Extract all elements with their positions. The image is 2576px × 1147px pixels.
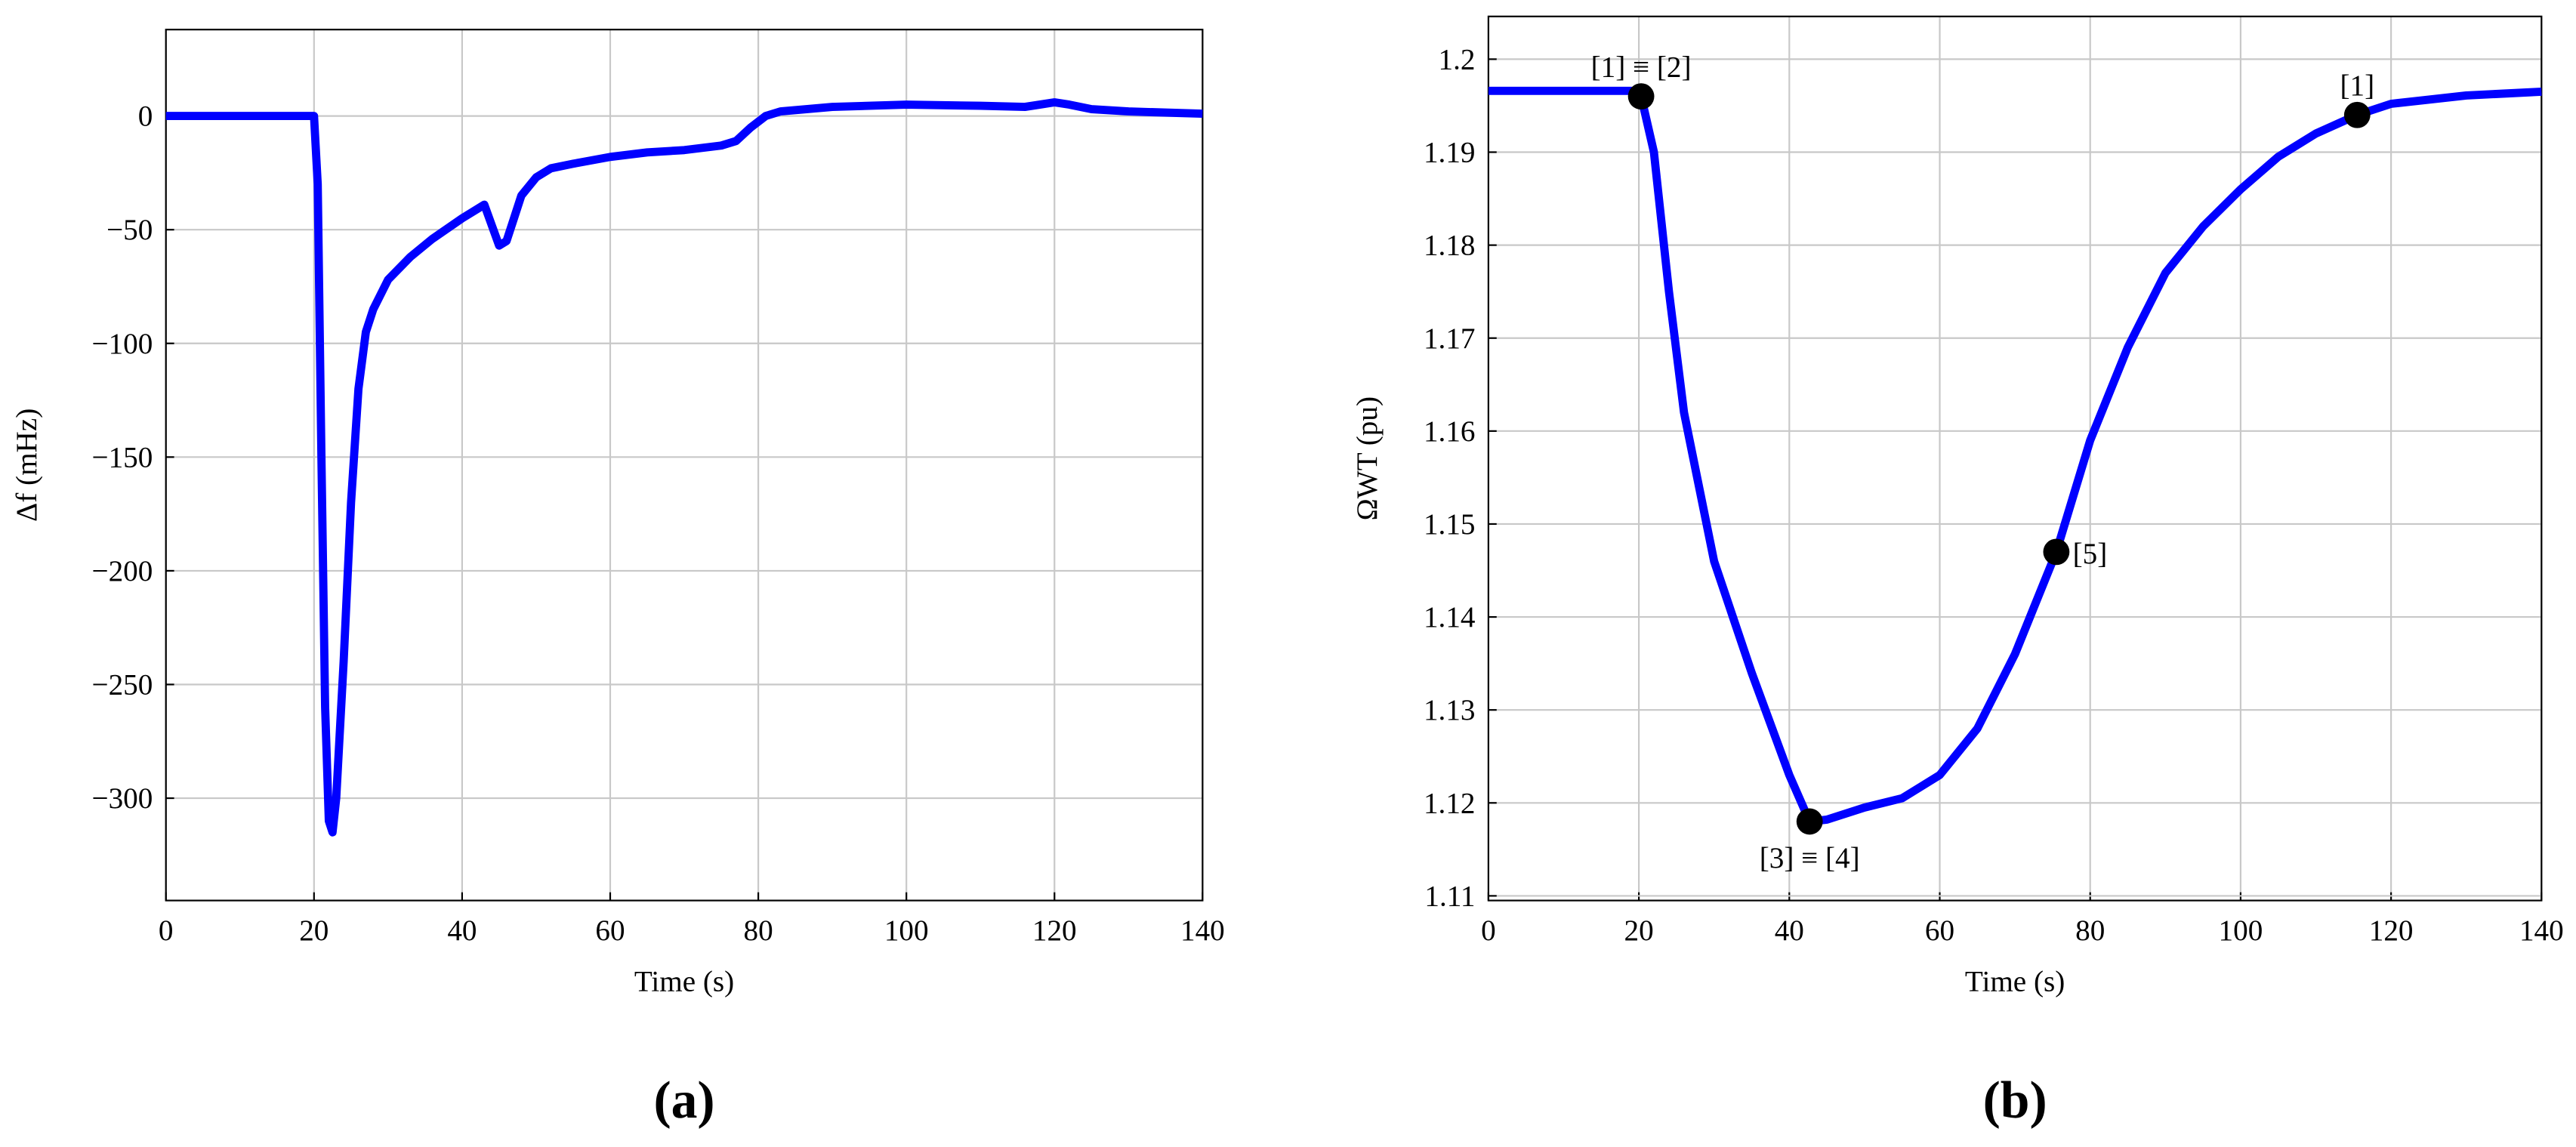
y-tick-label: 1.11 — [1424, 880, 1475, 912]
x-tick-label: 20 — [299, 914, 329, 947]
x-tick-label: 60 — [595, 914, 625, 947]
y-axis-label: ΩWT (pu) — [1351, 396, 1384, 520]
y-tick-label: 1.2 — [1439, 43, 1476, 76]
y-tick-label: 1.15 — [1424, 508, 1476, 541]
marker-point — [2043, 538, 2070, 566]
x-tick-label: 40 — [1775, 914, 1804, 947]
y-tick-label: −200 — [91, 555, 153, 587]
y-tick-label: 1.16 — [1424, 415, 1476, 448]
y-tick-label: 1.14 — [1424, 601, 1476, 634]
marker-point — [1627, 83, 1655, 110]
marker-point — [1796, 808, 1823, 835]
x-axis-label: Time (s) — [1965, 965, 2065, 997]
x-axis-label: Time (s) — [634, 965, 734, 997]
y-tick-label: −300 — [91, 782, 153, 815]
y-axis-label: Δf (mHz) — [11, 409, 43, 522]
chart-panel: 0 20 40 60 80 100 120 140 1.11 1.12 1.13 1.14 1.15 1.… — [1351, 15, 2564, 1130]
y-tick-label: −250 — [91, 669, 153, 701]
plot-frame — [1487, 15, 2543, 902]
y-tick-label: 1.12 — [1424, 787, 1476, 819]
annotation-label: [3] ≡ [4] — [1760, 842, 1860, 874]
x-tick-label: 60 — [1925, 914, 1954, 947]
x-tick-label: 100 — [884, 914, 929, 947]
caption: (a) — [653, 1071, 714, 1130]
x-tick-label: 80 — [2075, 914, 2105, 947]
x-tick-label: 20 — [1624, 914, 1654, 947]
x-tick-label: 0 — [1481, 914, 1496, 947]
annotation-label: [1] ≡ [2] — [1591, 51, 1692, 84]
caption: (b) — [1983, 1071, 2047, 1130]
x-tick-label: 0 — [159, 914, 174, 947]
marker-point — [2343, 101, 2371, 128]
chart-panel: 0 20 40 60 80 100 120 140 −300 −250 −200 −150 −100 −5… — [11, 29, 1225, 1130]
x-tick-label: 40 — [447, 914, 477, 947]
y-tick-label: 1.18 — [1424, 230, 1476, 262]
y-tick-label: −100 — [91, 328, 153, 360]
data-line — [1488, 86, 2542, 826]
x-tick-label: 100 — [2219, 914, 2263, 947]
x-tick-label: 120 — [1032, 914, 1077, 947]
y-tick-label: 1.17 — [1424, 322, 1476, 355]
y-tick-label: −50 — [106, 214, 153, 246]
y-tick-label: 1.19 — [1424, 137, 1476, 169]
x-tick-label: 140 — [2519, 914, 2564, 947]
x-tick-label: 140 — [1180, 914, 1225, 947]
x-tick-label: 120 — [2369, 914, 2414, 947]
annotation-label: [1] — [2340, 69, 2374, 102]
y-tick-label: 0 — [138, 100, 153, 133]
x-tick-label: 80 — [744, 914, 773, 947]
y-tick-label: −150 — [91, 441, 153, 473]
plot-frame — [165, 29, 1204, 902]
y-tick-label: 1.13 — [1424, 694, 1476, 726]
annotation-label: [5] — [2073, 538, 2108, 570]
data-line — [165, 98, 1203, 837]
